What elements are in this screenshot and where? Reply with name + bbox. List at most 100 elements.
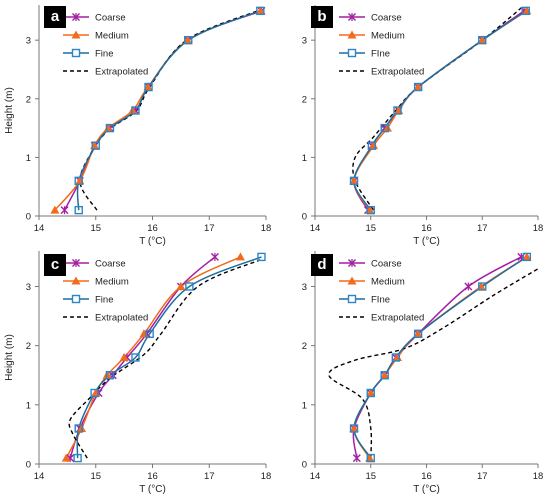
marker-fine xyxy=(105,371,115,380)
legend: Coarse Medium Fine Extrapolated xyxy=(63,13,148,78)
marker-medium xyxy=(382,123,392,132)
y-tick-label: 1 xyxy=(26,153,31,164)
legend-item-extrapolated: Extrapolated xyxy=(63,67,148,78)
legend-label-coarse: Coarse xyxy=(371,259,402,270)
series-line-medium xyxy=(54,10,261,211)
x-tick-label: 16 xyxy=(421,223,432,234)
legend-item-fine: Fine xyxy=(63,295,113,306)
legend-label-medium: Medium xyxy=(95,277,129,288)
marker-medium xyxy=(380,370,390,379)
marker-fine xyxy=(74,176,83,186)
marker-medium xyxy=(522,252,532,261)
marker-medium xyxy=(349,176,359,185)
x-tick-label: 14 xyxy=(34,223,45,234)
marker-fine xyxy=(74,205,83,215)
series-line-medium xyxy=(65,256,241,459)
legend-label-extrapolated: Extrapolated xyxy=(95,313,148,324)
marker-fine xyxy=(131,353,140,362)
y-tick-label: 1 xyxy=(302,400,307,411)
marker-fine xyxy=(349,424,359,433)
marker-fine xyxy=(380,123,389,133)
x-axis-label: T (°C) xyxy=(139,484,166,495)
series-line-extrapolated xyxy=(328,268,539,459)
marker-medium xyxy=(366,388,376,397)
legend: Coarse Medium Fine Extrapolated xyxy=(63,259,148,324)
legend-item-medium: Medium xyxy=(63,276,129,288)
marker-fine xyxy=(145,329,154,339)
marker-medium xyxy=(349,424,359,432)
chart-panel-c: 14 15 16 17 18 0 1 2 3 T (°C) Height (m) Coarse Medi… xyxy=(4,251,271,495)
marker-medium xyxy=(50,205,60,214)
x-tick-label: 15 xyxy=(90,223,101,234)
legend-item-extrapolated: Extrapolated xyxy=(339,313,424,324)
marker-medium xyxy=(477,35,487,44)
legend-item-medium: Medium xyxy=(63,30,129,42)
legend-item-coarse: Coarse xyxy=(63,13,126,24)
legend-label-extrapolated: Extrapolated xyxy=(95,67,148,78)
marker-medium xyxy=(235,252,245,261)
x-tick-label: 17 xyxy=(477,223,488,234)
y-axis-label: Height (m) xyxy=(4,87,15,134)
legend-item-extrapolated: Extrapolated xyxy=(63,313,148,324)
marker-medium xyxy=(119,353,129,361)
y-axis-label: Height (m) xyxy=(4,334,15,381)
y-tick-label: 3 xyxy=(302,282,307,293)
series-line-extrapolated xyxy=(68,259,261,459)
marker-fine xyxy=(391,353,401,362)
legend-label-coarse: Coarse xyxy=(95,259,126,270)
marker-fine xyxy=(257,252,266,262)
x-tick-label: 16 xyxy=(421,471,432,482)
marker-fine xyxy=(413,82,423,92)
legend-label-fine: Fine xyxy=(95,295,113,306)
marker-coarse xyxy=(464,282,473,291)
marker-fine xyxy=(522,252,532,262)
y-tick-label: 0 xyxy=(302,460,307,471)
x-tick-label: 15 xyxy=(365,223,376,234)
y-tick-label: 0 xyxy=(26,460,31,471)
marker-medium xyxy=(413,329,423,338)
marker-medium xyxy=(255,6,265,15)
y-tick-label: 3 xyxy=(26,36,31,47)
marker-fine xyxy=(90,388,99,398)
panel-badge-c: c xyxy=(44,254,66,276)
legend-label-fine: FIne xyxy=(371,49,390,60)
x-tick-label: 15 xyxy=(365,471,376,482)
x-tick-label: 14 xyxy=(34,471,45,482)
legend-label-coarse: Coarse xyxy=(95,13,126,24)
legend-item-fine: FIne xyxy=(339,49,390,60)
x-axis-label: T (°C) xyxy=(139,236,166,247)
marker-medium xyxy=(61,453,71,462)
y-tick-label: 2 xyxy=(302,94,307,105)
y-tick-label: 0 xyxy=(302,212,307,223)
panel-badge-b: b xyxy=(311,6,333,28)
x-tick-label: 17 xyxy=(477,471,488,482)
y-tick-label: 2 xyxy=(26,94,31,105)
x-tick-label: 15 xyxy=(90,471,101,482)
x-tick-label: 14 xyxy=(310,471,321,482)
marker-coarse xyxy=(352,454,361,463)
legend-label-medium: Medium xyxy=(95,31,129,42)
legend: Coarse Medium FIne Extrapolated xyxy=(339,259,424,324)
marker-fine xyxy=(91,141,100,150)
marker-fine xyxy=(74,424,83,433)
marker-fine xyxy=(521,6,530,16)
marker-coarse xyxy=(210,252,219,261)
x-tick-label: 18 xyxy=(261,223,272,234)
marker-fine xyxy=(185,282,194,291)
y-tick-label: 2 xyxy=(302,341,307,352)
legend-label-extrapolated: Extrapolated xyxy=(371,313,424,324)
x-tick-label: 17 xyxy=(204,471,215,482)
y-tick-label: 3 xyxy=(302,36,307,47)
legend-item-coarse: Coarse xyxy=(339,13,402,24)
y-tick-label: 1 xyxy=(26,400,31,411)
marker-medium xyxy=(176,282,186,290)
legend-item-fine: FIne xyxy=(339,295,390,306)
panel-badge-d: d xyxy=(311,254,333,276)
chart-panel-a: 14 15 16 17 18 0 1 2 3 T (°C) Height (m) Coarse Medi… xyxy=(4,5,271,247)
marker-fine xyxy=(105,123,115,133)
legend-item-fine: Fine xyxy=(63,49,113,60)
legend-label-medium: Medium xyxy=(371,277,405,288)
x-tick-label: 14 xyxy=(310,223,321,234)
legend-label-fine: Fine xyxy=(95,49,113,60)
